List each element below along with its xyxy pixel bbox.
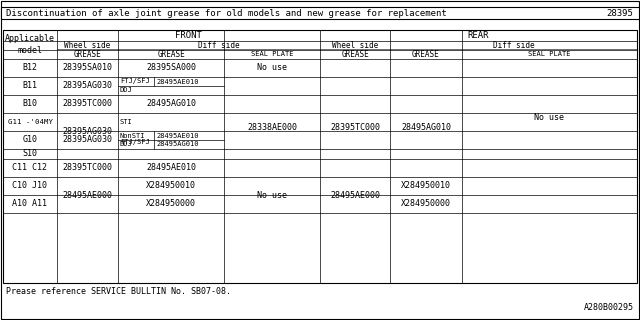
- Text: 28395AG030: 28395AG030: [63, 82, 113, 91]
- Text: 28338AE000: 28338AE000: [247, 123, 297, 132]
- Text: B10: B10: [22, 100, 38, 108]
- Text: 28495AE010: 28495AE010: [156, 132, 198, 139]
- Text: X284950000: X284950000: [146, 199, 196, 209]
- Text: GREASE: GREASE: [412, 50, 440, 59]
- Text: X284950010: X284950010: [401, 181, 451, 190]
- Text: B11: B11: [22, 82, 38, 91]
- Text: DDJ: DDJ: [120, 87, 132, 93]
- Text: S10: S10: [22, 149, 38, 158]
- Text: 28395SA000: 28395SA000: [146, 63, 196, 73]
- Text: G11 -'04MY: G11 -'04MY: [8, 119, 52, 125]
- Text: Discontinuation of axle joint grease for old models and new grease for replaceme: Discontinuation of axle joint grease for…: [6, 9, 447, 18]
- Text: FTJ/SFJ: FTJ/SFJ: [120, 78, 150, 84]
- Text: Wheel side: Wheel side: [65, 41, 111, 50]
- Text: FTJ/SFJ: FTJ/SFJ: [120, 139, 150, 145]
- Text: 28395TC000: 28395TC000: [330, 123, 380, 132]
- Text: Diff side: Diff side: [493, 41, 534, 50]
- Text: No use: No use: [534, 114, 564, 123]
- Bar: [3, 30, 637, 283]
- Text: REAR: REAR: [468, 31, 489, 40]
- Text: 28395AG030: 28395AG030: [63, 126, 113, 135]
- Text: 28495AE000: 28495AE000: [330, 190, 380, 199]
- Text: GREASE: GREASE: [74, 50, 101, 59]
- Text: DDJ: DDJ: [120, 141, 132, 148]
- Text: 28495AG010: 28495AG010: [401, 123, 451, 132]
- Text: 28395AG030: 28395AG030: [63, 135, 113, 145]
- Text: SEAL PLATE: SEAL PLATE: [528, 52, 571, 58]
- Text: No use: No use: [257, 63, 287, 73]
- Text: X284950010: X284950010: [146, 181, 196, 190]
- Text: SEAL PLATE: SEAL PLATE: [251, 52, 293, 58]
- Text: C11 C12: C11 C12: [13, 164, 47, 172]
- Text: 28495AG010: 28495AG010: [146, 100, 196, 108]
- Text: 28495AE010: 28495AE010: [146, 164, 196, 172]
- Text: GREASE: GREASE: [341, 50, 369, 59]
- Text: 28495AG010: 28495AG010: [156, 141, 198, 148]
- Text: Prease reference SERVICE BULLTIN No. SB07-08.: Prease reference SERVICE BULLTIN No. SB0…: [6, 287, 231, 297]
- Text: 28495AE010: 28495AE010: [156, 78, 198, 84]
- Text: FRONT: FRONT: [175, 31, 202, 40]
- Text: X284950000: X284950000: [401, 199, 451, 209]
- Text: No use: No use: [257, 190, 287, 199]
- Text: Wheel side: Wheel side: [332, 41, 378, 50]
- Text: GREASE: GREASE: [157, 50, 185, 59]
- Text: A10 A11: A10 A11: [13, 199, 47, 209]
- Text: STI: STI: [120, 119, 132, 125]
- Text: NonSTI: NonSTI: [120, 132, 145, 139]
- Text: 28395TC000: 28395TC000: [63, 100, 113, 108]
- Text: 28395SA010: 28395SA010: [63, 63, 113, 73]
- Text: C10 J10: C10 J10: [13, 181, 47, 190]
- Bar: [1, 7, 639, 19]
- Text: 28395: 28395: [606, 9, 633, 18]
- Text: B12: B12: [22, 63, 38, 73]
- Text: 28395TC000: 28395TC000: [63, 164, 113, 172]
- Text: Applicable
model: Applicable model: [5, 35, 55, 54]
- Text: A280B00295: A280B00295: [584, 303, 634, 312]
- Text: G10: G10: [22, 135, 38, 145]
- Text: Diff side: Diff side: [198, 41, 240, 50]
- Text: 28495AE000: 28495AE000: [63, 190, 113, 199]
